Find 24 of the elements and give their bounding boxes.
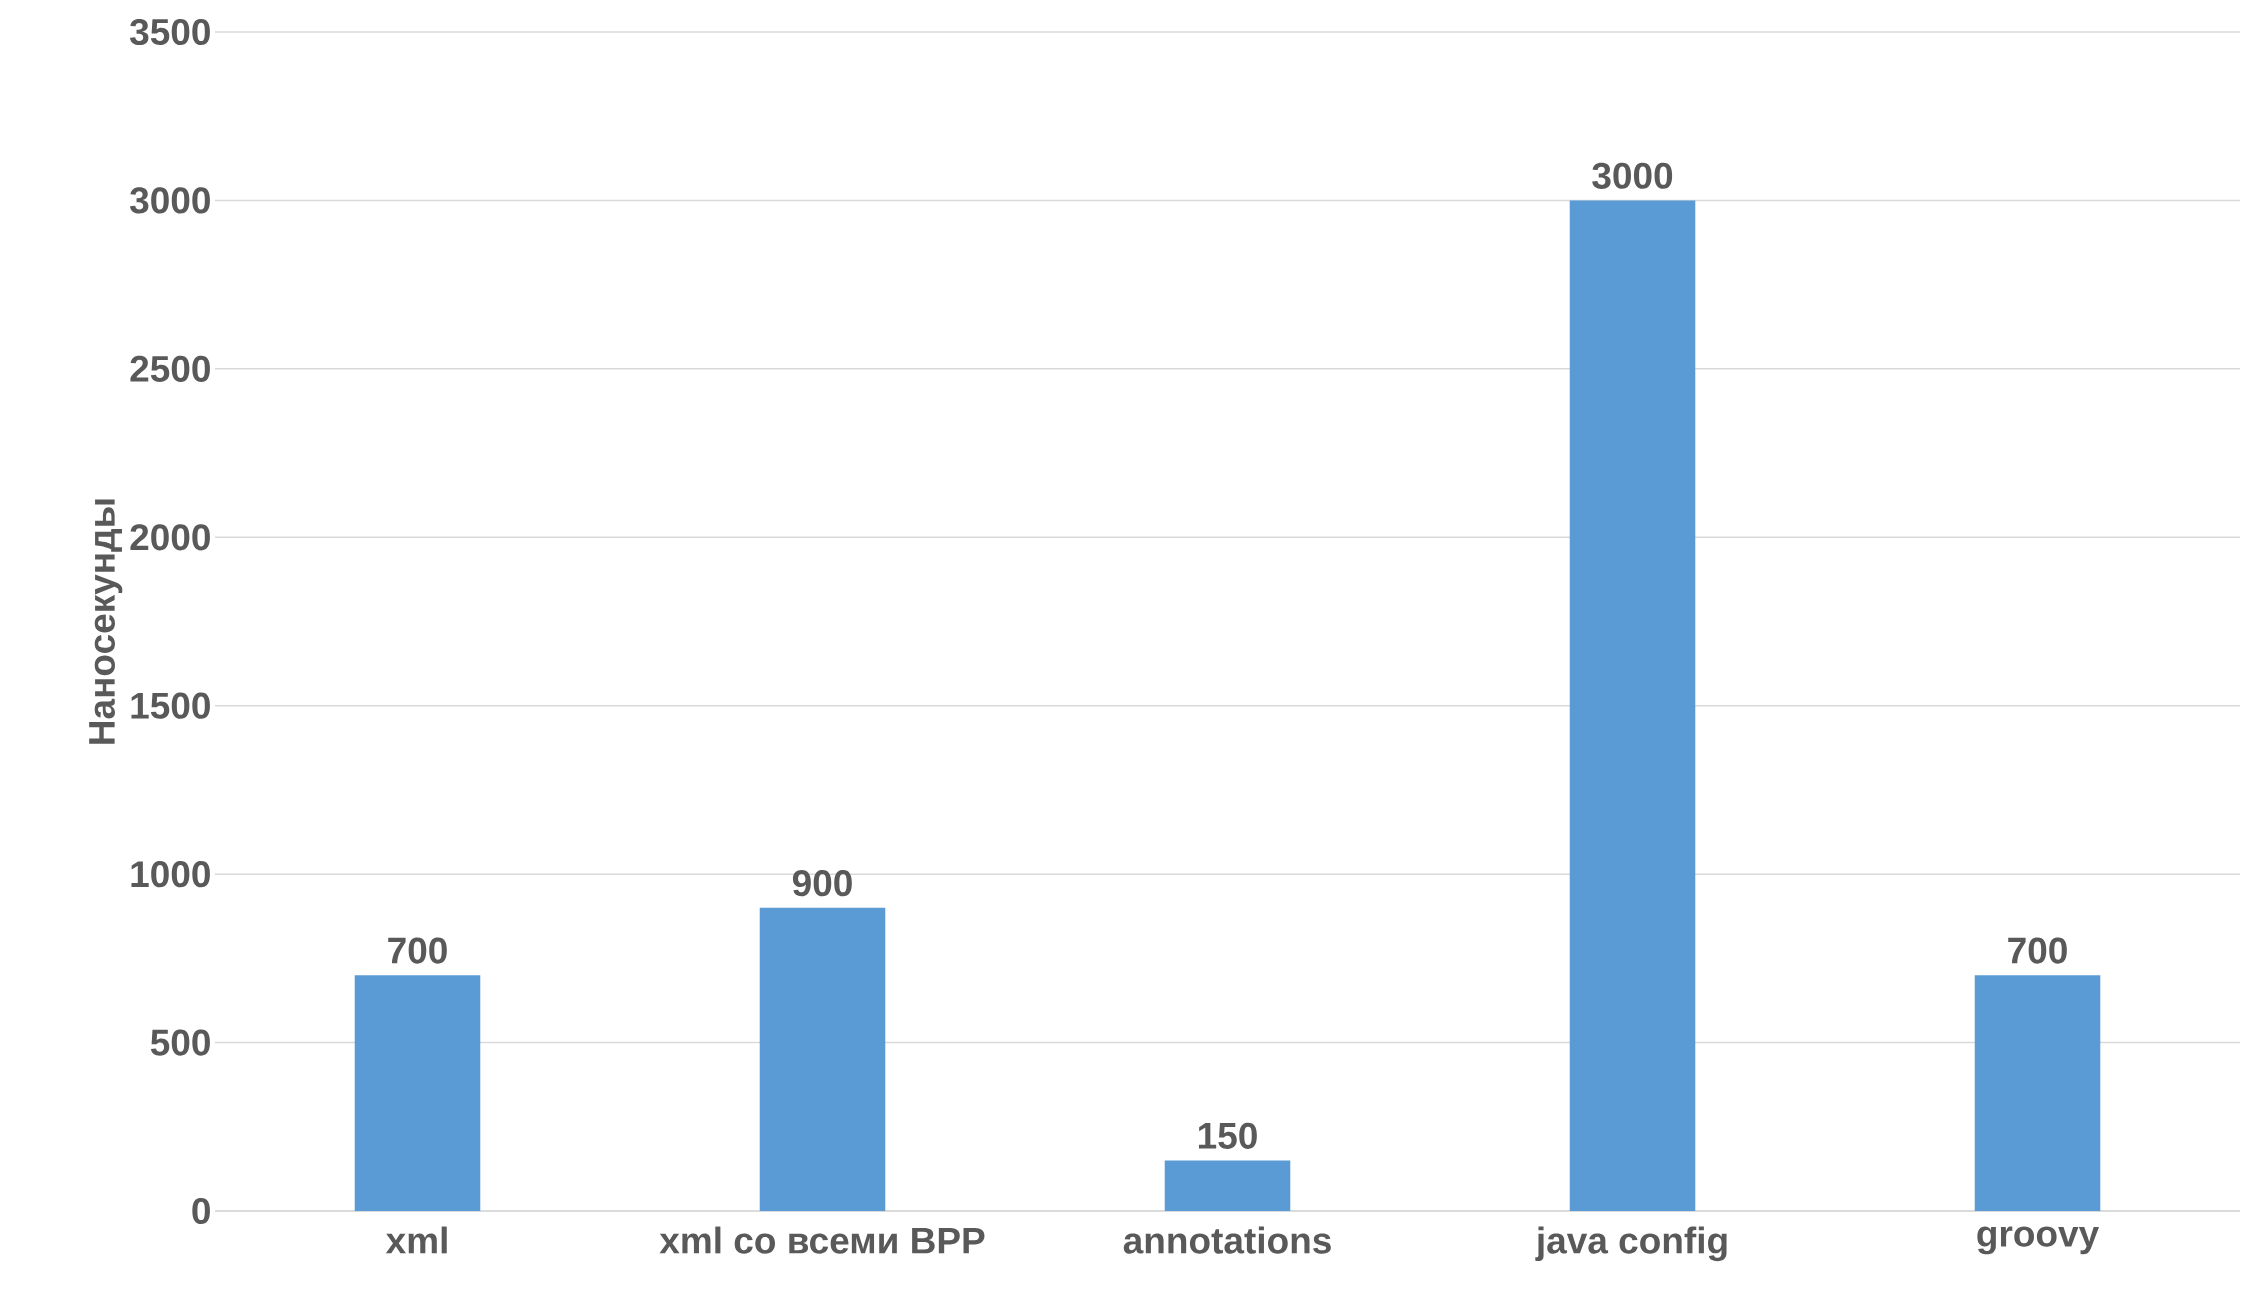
y-tick-label: 1500 [131, 692, 210, 719]
y-tick-label: 0 [192, 1197, 210, 1225]
bar [1569, 200, 1696, 1211]
data-label: 900 [792, 870, 852, 897]
x-tick-label: groovy [1977, 1226, 2099, 1255]
y-tick-label: 3500 [130, 18, 210, 46]
y-tick-label: 2000 [130, 524, 210, 551]
y-tick-label: 2500 [130, 355, 210, 382]
bar [1164, 1160, 1291, 1211]
x-tick-label: xml со всеми BPP [659, 1226, 985, 1254]
y-tick-label: 3000 [130, 187, 210, 214]
x-tick-label: annotations [1123, 1226, 1331, 1254]
y-tick-label: 500 [150, 1029, 210, 1056]
x-tick-label: java config [1535, 1226, 1727, 1262]
y-axis-title: Наносекунды [89, 499, 123, 744]
bar [1974, 975, 2101, 1211]
data-label: 700 [388, 937, 447, 964]
y-tick-label: 1000 [131, 861, 210, 888]
data-label: 150 [1198, 1122, 1257, 1149]
bar [759, 907, 886, 1211]
bar [354, 975, 481, 1211]
data-label: 3000 [1592, 162, 1673, 189]
data-label: 700 [2008, 937, 2067, 964]
x-tick-label: xml [385, 1226, 447, 1254]
